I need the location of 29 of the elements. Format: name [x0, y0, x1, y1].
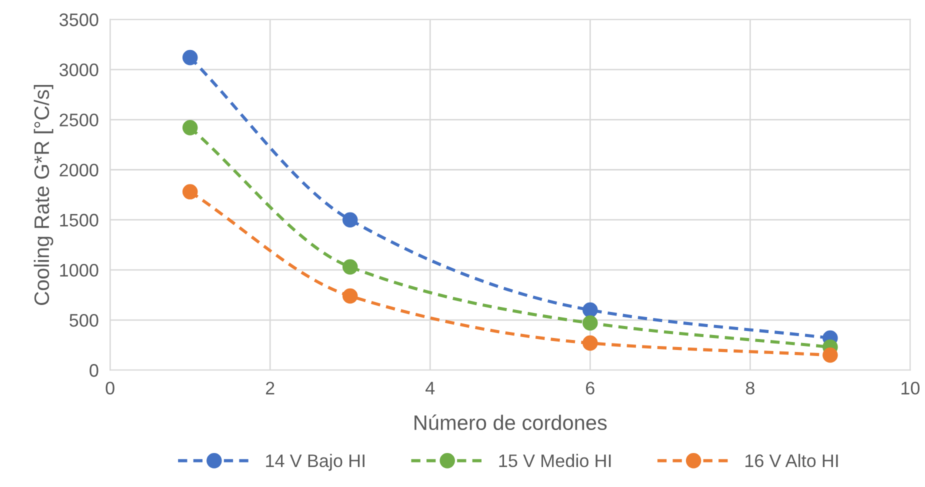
- point: [582, 315, 598, 331]
- y-tick-label: 3000: [59, 64, 98, 76]
- legend-label: 16 V Alto HI: [745, 454, 838, 468]
- point: [582, 302, 598, 318]
- y-tick-label: 3500: [59, 13, 98, 26]
- y-tick-label: 2500: [60, 114, 98, 126]
- x-tick-label: 2: [266, 382, 274, 394]
- x-tick-label: 0: [106, 382, 114, 394]
- y-tick-label: 0: [90, 364, 98, 377]
- x-tick-label: 6: [586, 382, 594, 394]
- y-tick-label: 1000: [60, 264, 98, 277]
- x-tick-label: 4: [426, 382, 435, 394]
- point: [822, 347, 838, 363]
- x-tick-label: 10: [902, 382, 920, 394]
- y-tick-label: 500: [70, 314, 98, 327]
- point: [342, 288, 358, 304]
- y-axis-title: Cooling Rate G*R [°C/s]: [34, 85, 54, 306]
- point: [182, 120, 198, 136]
- y-tick-label: 2000: [60, 164, 98, 176]
- point: [342, 259, 358, 275]
- legend-label: 15 V Medio HI: [499, 454, 611, 468]
- x-axis-title: Número de cordones: [414, 414, 607, 430]
- x-tick-label: 8: [746, 382, 754, 394]
- point: [182, 50, 198, 66]
- legend-label: 14 V Bajo HI: [266, 454, 364, 471]
- point: [582, 335, 598, 351]
- point: [342, 212, 358, 228]
- point: [182, 184, 198, 200]
- y-tick-label: 1500: [60, 214, 98, 227]
